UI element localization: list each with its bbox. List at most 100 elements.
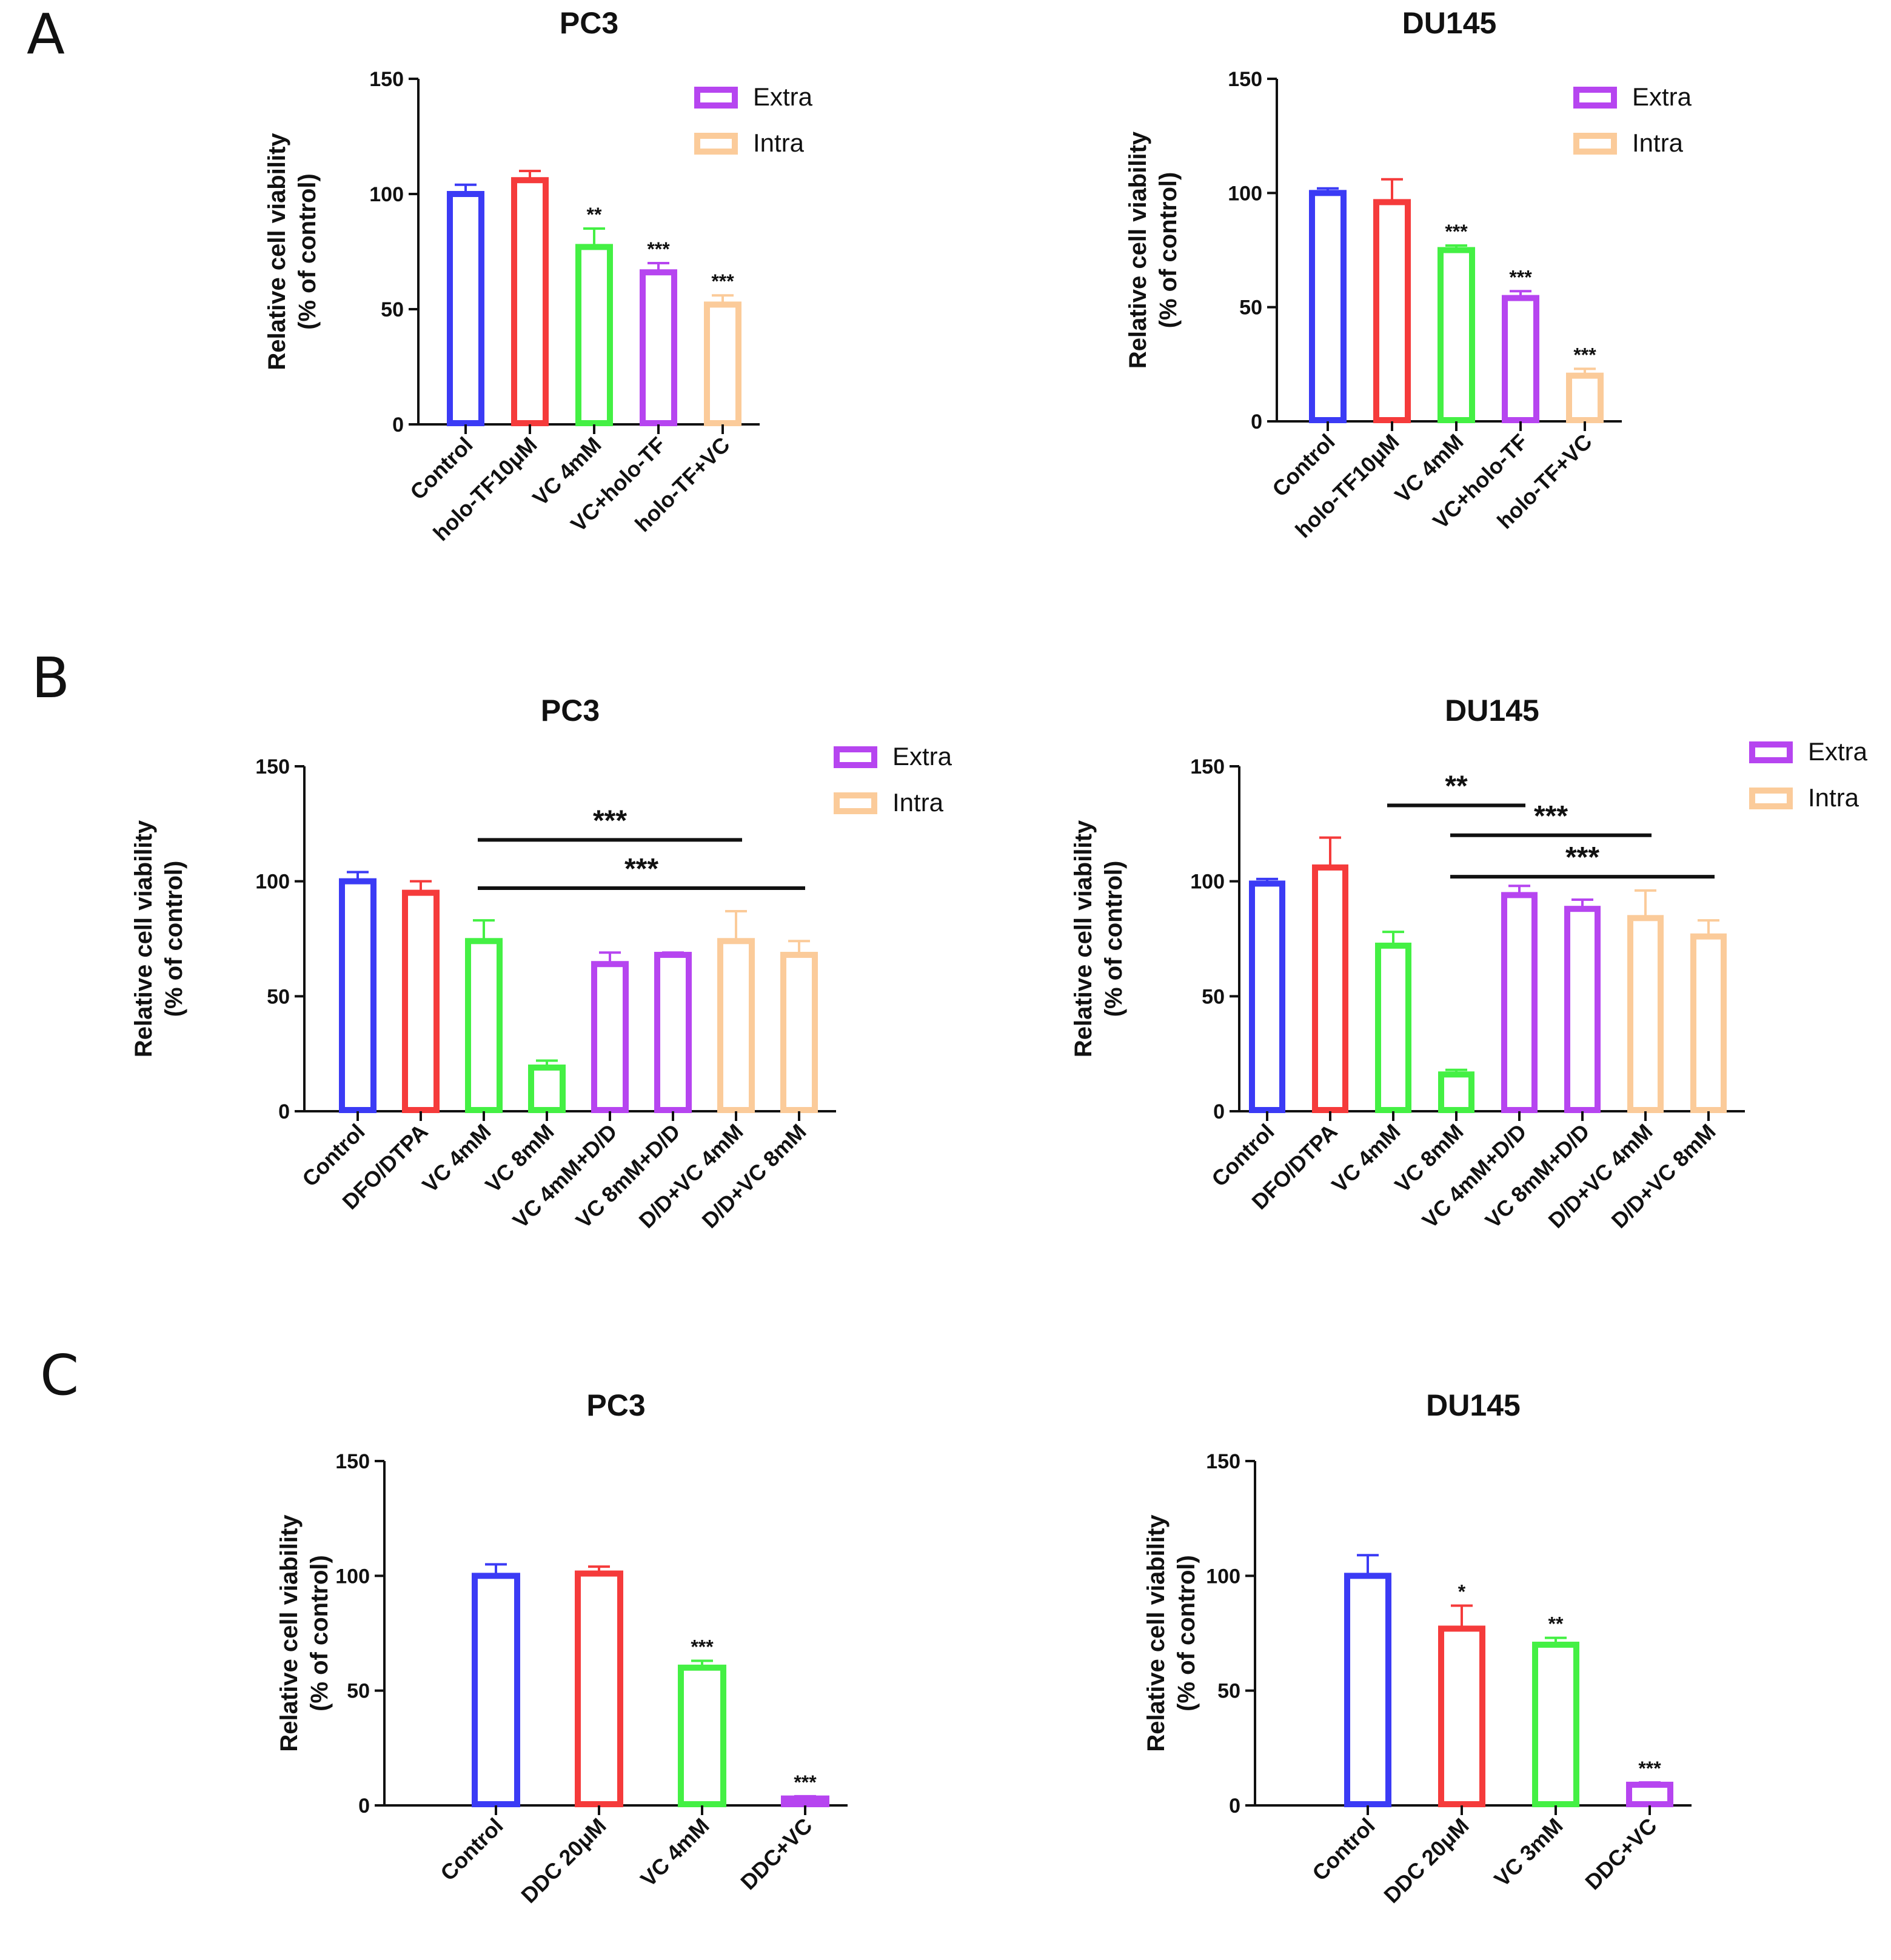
chart-5-category-label: DDC+VC	[735, 1813, 817, 1895]
chart-6-y-tick-label: 100	[1206, 1565, 1240, 1588]
chart-4-legend-swatch-intra	[1749, 788, 1793, 809]
chart-3-bar	[339, 878, 377, 1113]
chart-5-y-axis-label: (% of control)	[306, 1555, 333, 1711]
chart-2-y-tick-label: 50	[1239, 296, 1262, 319]
chart-3-bracket-label: ***	[593, 804, 627, 837]
chart-4-legend-label-extra: Extra	[1808, 737, 1868, 766]
chart-3-bar	[780, 952, 818, 1114]
chart-5-bar	[472, 1573, 520, 1807]
chart-2-y-axis-label: (% of control)	[1155, 172, 1182, 329]
chart-1-legend-swatch-intra	[694, 133, 738, 155]
chart-6-bar	[1626, 1781, 1673, 1807]
chart-4-y-axis-label: Relative cell viability	[1070, 820, 1097, 1057]
chart-3-bar	[717, 938, 755, 1113]
chart-3-legend-label-intra: Intra	[892, 788, 944, 817]
chart-2-bar	[1373, 199, 1411, 423]
chart-6-y-tick-label: 150	[1206, 1450, 1240, 1473]
chart-5-category-label: Control	[435, 1813, 507, 1885]
chart-5-y-axis-label: Relative cell viability	[276, 1514, 303, 1752]
chart-1-significance-label: ***	[647, 238, 670, 260]
chart-3-title: PC3	[541, 694, 600, 727]
chart-4-bar	[1690, 933, 1727, 1113]
chart-3-bar	[528, 1064, 566, 1113]
chart-4-bracket-label: ***	[1534, 800, 1568, 832]
chart-4-bracket-label: **	[1445, 770, 1468, 802]
chart-3-bar	[402, 889, 440, 1113]
chart-1-legend-label-intra: Intra	[753, 129, 805, 157]
chart-3-bar	[654, 952, 692, 1114]
chart-1-significance-label: **	[587, 204, 602, 226]
chart-6-bar	[1344, 1573, 1391, 1807]
chart-6-significance-label: ***	[1638, 1758, 1661, 1779]
chart-1-legend-label-extra: Extra	[753, 82, 813, 111]
chart-5-title: PC3	[586, 1388, 645, 1422]
chart-3-y-tick-label: 150	[255, 755, 290, 778]
chart-3-bar	[465, 938, 503, 1113]
chart-4-y-axis-label: (% of control)	[1100, 861, 1127, 1017]
chart-1-bar	[704, 301, 741, 426]
chart-3-group: PC3 0 50 100 150 Relative cell viability (% of…	[130, 694, 952, 1233]
chart-5-bar	[678, 1664, 726, 1808]
chart-2-y-tick-label: 150	[1228, 68, 1262, 91]
chart-4-bracket-label: ***	[1565, 841, 1599, 874]
chart-6-category-label: DDC+VC	[1580, 1813, 1661, 1895]
chart-2-significance-label: ***	[1445, 221, 1468, 242]
chart-3-y-tick-label: 0	[278, 1100, 290, 1123]
chart-2-y-axis-label: Relative cell viability	[1125, 131, 1151, 369]
chart-4-bar	[1375, 942, 1411, 1113]
chart-4-title: DU145	[1445, 694, 1539, 727]
chart-4-y-tick-label: 150	[1190, 755, 1225, 778]
chart-4-bar	[1627, 915, 1664, 1113]
chart-5-significance-label: ***	[691, 1636, 714, 1657]
chart-1-bar	[640, 269, 677, 427]
chart-1-legend-swatch-extra	[694, 87, 738, 109]
chart-5-bar	[575, 1570, 623, 1807]
chart-5-y-tick-label: 50	[347, 1680, 370, 1703]
chart-6-bar	[1532, 1641, 1579, 1808]
chart-6-significance-label: **	[1548, 1613, 1564, 1635]
chart-3-y-tick-label: 50	[267, 985, 290, 1008]
chart-2-title: DU145	[1402, 6, 1497, 40]
chart-5-y-tick-label: 0	[358, 1794, 370, 1818]
chart-2-y-tick-label: 0	[1251, 410, 1262, 433]
chart-3-y-tick-label: 100	[255, 871, 290, 894]
chart-4-y-tick-label: 50	[1202, 985, 1225, 1008]
chart-6-category-label: VC 3mM	[1489, 1813, 1567, 1891]
chart-4-group: DU145 0 50 100 150 Relative cell viability (% …	[1070, 694, 1868, 1233]
chart-2-y-tick-label: 100	[1228, 182, 1262, 205]
chart-6-significance-label: *	[1458, 1581, 1466, 1603]
chart-1-bar	[447, 191, 484, 426]
chart-2-legend-swatch-intra	[1573, 133, 1617, 155]
chart-2-significance-label: ***	[1573, 344, 1596, 366]
chart-1-y-tick-label: 50	[381, 298, 404, 321]
chart-4-bar	[1564, 906, 1601, 1113]
chart-1-y-axis-label: (% of control)	[294, 173, 321, 330]
chart-1-y-tick-label: 0	[392, 413, 404, 436]
chart-2-bar	[1309, 190, 1347, 423]
chart-5-y-tick-label: 100	[335, 1565, 370, 1588]
chart-6-category-label: DDC 20μM	[1379, 1813, 1473, 1908]
chart-4-y-tick-label: 100	[1190, 871, 1225, 894]
chart-5-group: PC3 0 50 100 150 Relative cell viability (% of…	[276, 1388, 848, 1908]
chart-3-bracket-label: ***	[624, 853, 658, 885]
chart-2-bar	[1566, 372, 1604, 424]
chart-1-significance-label: ***	[711, 270, 734, 292]
chart-4-category-label: VC 4mM	[1327, 1119, 1405, 1197]
chart-6-y-tick-label: 0	[1229, 1794, 1240, 1818]
chart-5-y-tick-label: 150	[335, 1450, 370, 1473]
chart-4-bar	[1249, 880, 1285, 1113]
chart-1-bar	[575, 244, 613, 426]
chart-3-legend-label-extra: Extra	[892, 742, 952, 771]
chart-1-y-tick-label: 150	[369, 68, 404, 91]
chart-4-bar	[1438, 1071, 1474, 1113]
panel-letter-a: A	[27, 2, 65, 67]
chart-4-y-tick-label: 0	[1213, 1100, 1225, 1123]
chart-1-y-axis-label: Relative cell viability	[264, 133, 290, 370]
chart-4-legend-swatch-extra	[1749, 741, 1793, 763]
chart-2-significance-label: ***	[1509, 266, 1532, 288]
chart-5-category-label: DDC 20μM	[516, 1813, 611, 1908]
chart-2-group: DU145 0 50 100 150 Relative cell viability (% …	[1125, 6, 1692, 543]
chart-5-bar	[781, 1795, 829, 1807]
chart-4-bar	[1501, 892, 1538, 1113]
chart-6-title: DU145	[1426, 1388, 1521, 1422]
